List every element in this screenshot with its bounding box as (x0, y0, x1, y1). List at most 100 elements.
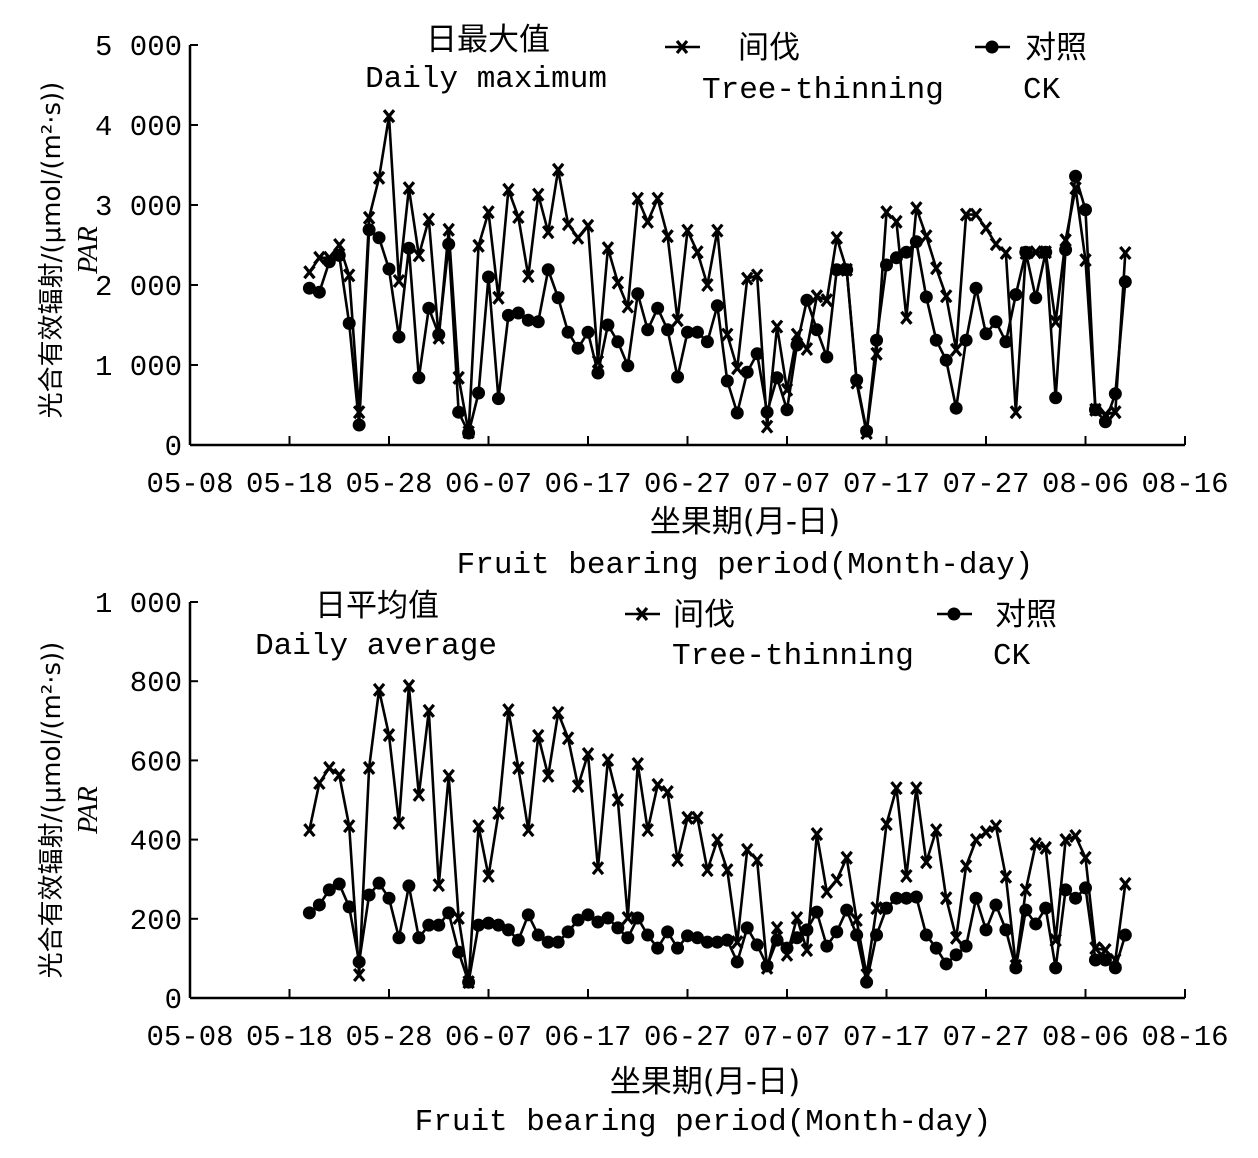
data-point-dot-marker (1098, 953, 1112, 967)
series-tree-thinning (303, 109, 1132, 441)
data-point-dot-marker (959, 939, 973, 953)
data-point-x-marker (840, 850, 853, 865)
legend-thinning-cn: 间伐 (673, 597, 735, 633)
data-point-x-marker (492, 806, 505, 821)
data-point-dot-marker (989, 898, 1003, 912)
x-axis-title-cn: 坐果期(月-日) (650, 504, 840, 540)
data-point-dot-marker (999, 923, 1013, 937)
data-point-x-marker (930, 823, 943, 838)
data-point-x-marker (502, 182, 515, 197)
legend-ck-en: CK (993, 639, 1031, 674)
data-point-dot-marker (591, 915, 605, 929)
data-point-dot-marker (700, 935, 714, 949)
data-point-dot-marker (760, 959, 774, 973)
data-point-dot-marker (611, 335, 625, 349)
data-point-x-marker (472, 238, 485, 253)
data-point-dot-marker (332, 877, 346, 891)
data-point-x-marker (900, 310, 913, 325)
data-point-dot-marker (750, 938, 764, 952)
data-point-x-marker (382, 728, 396, 743)
data-point-x-marker (581, 218, 595, 233)
data-point-x-marker (999, 869, 1013, 884)
y-axis-title-en: PAR (73, 786, 104, 835)
data-point-x-marker (750, 853, 764, 868)
series-ck (302, 169, 1132, 440)
data-point-dot-marker (531, 315, 545, 329)
data-point-dot-marker (850, 373, 864, 387)
data-point-dot-marker (949, 948, 963, 962)
data-point-x-marker (949, 930, 963, 945)
data-point-x-marker (691, 245, 704, 260)
data-point-x-marker (522, 823, 535, 838)
data-point-x-marker (422, 703, 436, 718)
y-tick-label: 2 000 (95, 271, 182, 304)
data-point-x-marker (422, 212, 436, 227)
data-point-dot-marker (939, 353, 953, 367)
data-point-dot-marker (929, 941, 943, 955)
data-point-x-marker (641, 823, 654, 838)
data-point-x-marker (651, 777, 664, 792)
x-tick-label: 07-07 (743, 468, 830, 501)
data-point-x-marker (740, 842, 754, 857)
data-point-dot-marker (889, 891, 903, 905)
data-point-dot-marker (372, 231, 386, 245)
x-tick-label: 05-18 (246, 468, 333, 501)
data-point-x-marker (890, 781, 903, 796)
data-point-x-marker (1119, 245, 1132, 261)
data-point-x-marker (920, 855, 933, 870)
data-point-dot-marker (889, 251, 903, 265)
x-tick-label: 07-07 (743, 1021, 830, 1054)
data-point-dot-marker (919, 290, 933, 304)
data-point-dot-marker (392, 330, 406, 344)
data-point-x-marker (910, 201, 923, 216)
data-point-dot-marker (730, 955, 744, 969)
data-point-dot-marker (770, 933, 784, 947)
data-point-x-marker (641, 214, 654, 229)
data-point-dot-marker (621, 931, 635, 945)
data-point-x-marker (989, 237, 1003, 252)
legend-ck-en: CK (1023, 73, 1061, 108)
data-point-dot-marker (800, 923, 814, 937)
data-point-x-marker (701, 277, 714, 293)
data-point-dot-marker (521, 908, 535, 922)
data-point-dot-marker (442, 237, 456, 251)
data-point-dot-marker (700, 335, 714, 349)
plot-area: 0 200 400 600 800 1 000 05-08 05-18 05-28 06-07 06… (95, 588, 1229, 1054)
data-point-dot-marker (482, 270, 495, 284)
data-point-dot-marker (690, 931, 704, 945)
data-point-dot-marker (472, 386, 486, 400)
data-point-dot-marker (322, 883, 336, 897)
data-point-dot-marker (382, 262, 396, 276)
data-point-x-marker (402, 678, 416, 693)
x-axis-title-en: Fruit bearing period(Month-day) (415, 1105, 992, 1140)
data-point-dot-marker (402, 241, 416, 255)
data-point-x-marker (1079, 850, 1092, 865)
y-tick-label: 400 (130, 826, 182, 859)
data-point-dot-marker (690, 325, 704, 339)
data-point-x-marker (412, 787, 426, 802)
y-axis-title-en: PAR (73, 226, 104, 275)
data-point-dot-marker (979, 923, 993, 937)
data-point-x-marker (472, 819, 485, 834)
data-point-x-marker (502, 703, 515, 718)
x-tick-label: 06-07 (445, 468, 532, 501)
data-point-dot-marker (1049, 391, 1063, 405)
data-point-dot-marker (591, 366, 605, 380)
data-point-dot-marker (860, 424, 874, 438)
data-point-dot-marker (860, 975, 874, 989)
data-point-dot-marker (710, 935, 724, 949)
x-tick-label: 08-16 (1141, 1021, 1228, 1054)
data-point-x-marker (591, 861, 605, 876)
data-point-x-marker (412, 248, 426, 263)
data-point-dot-marker (641, 323, 655, 337)
data-point-x-marker (482, 205, 495, 220)
data-point-x-marker (372, 682, 386, 697)
data-point-x-marker (303, 265, 316, 280)
data-point-dot-marker (740, 365, 754, 379)
data-point-dot-marker (551, 291, 565, 305)
data-point-dot-marker (870, 333, 884, 347)
data-point-x-marker (939, 891, 953, 906)
y-tick-label: 0 (165, 431, 182, 464)
x-axis-title-cn: 坐果期(月-日) (610, 1064, 800, 1100)
x-tick-label: 05-28 (345, 468, 432, 501)
